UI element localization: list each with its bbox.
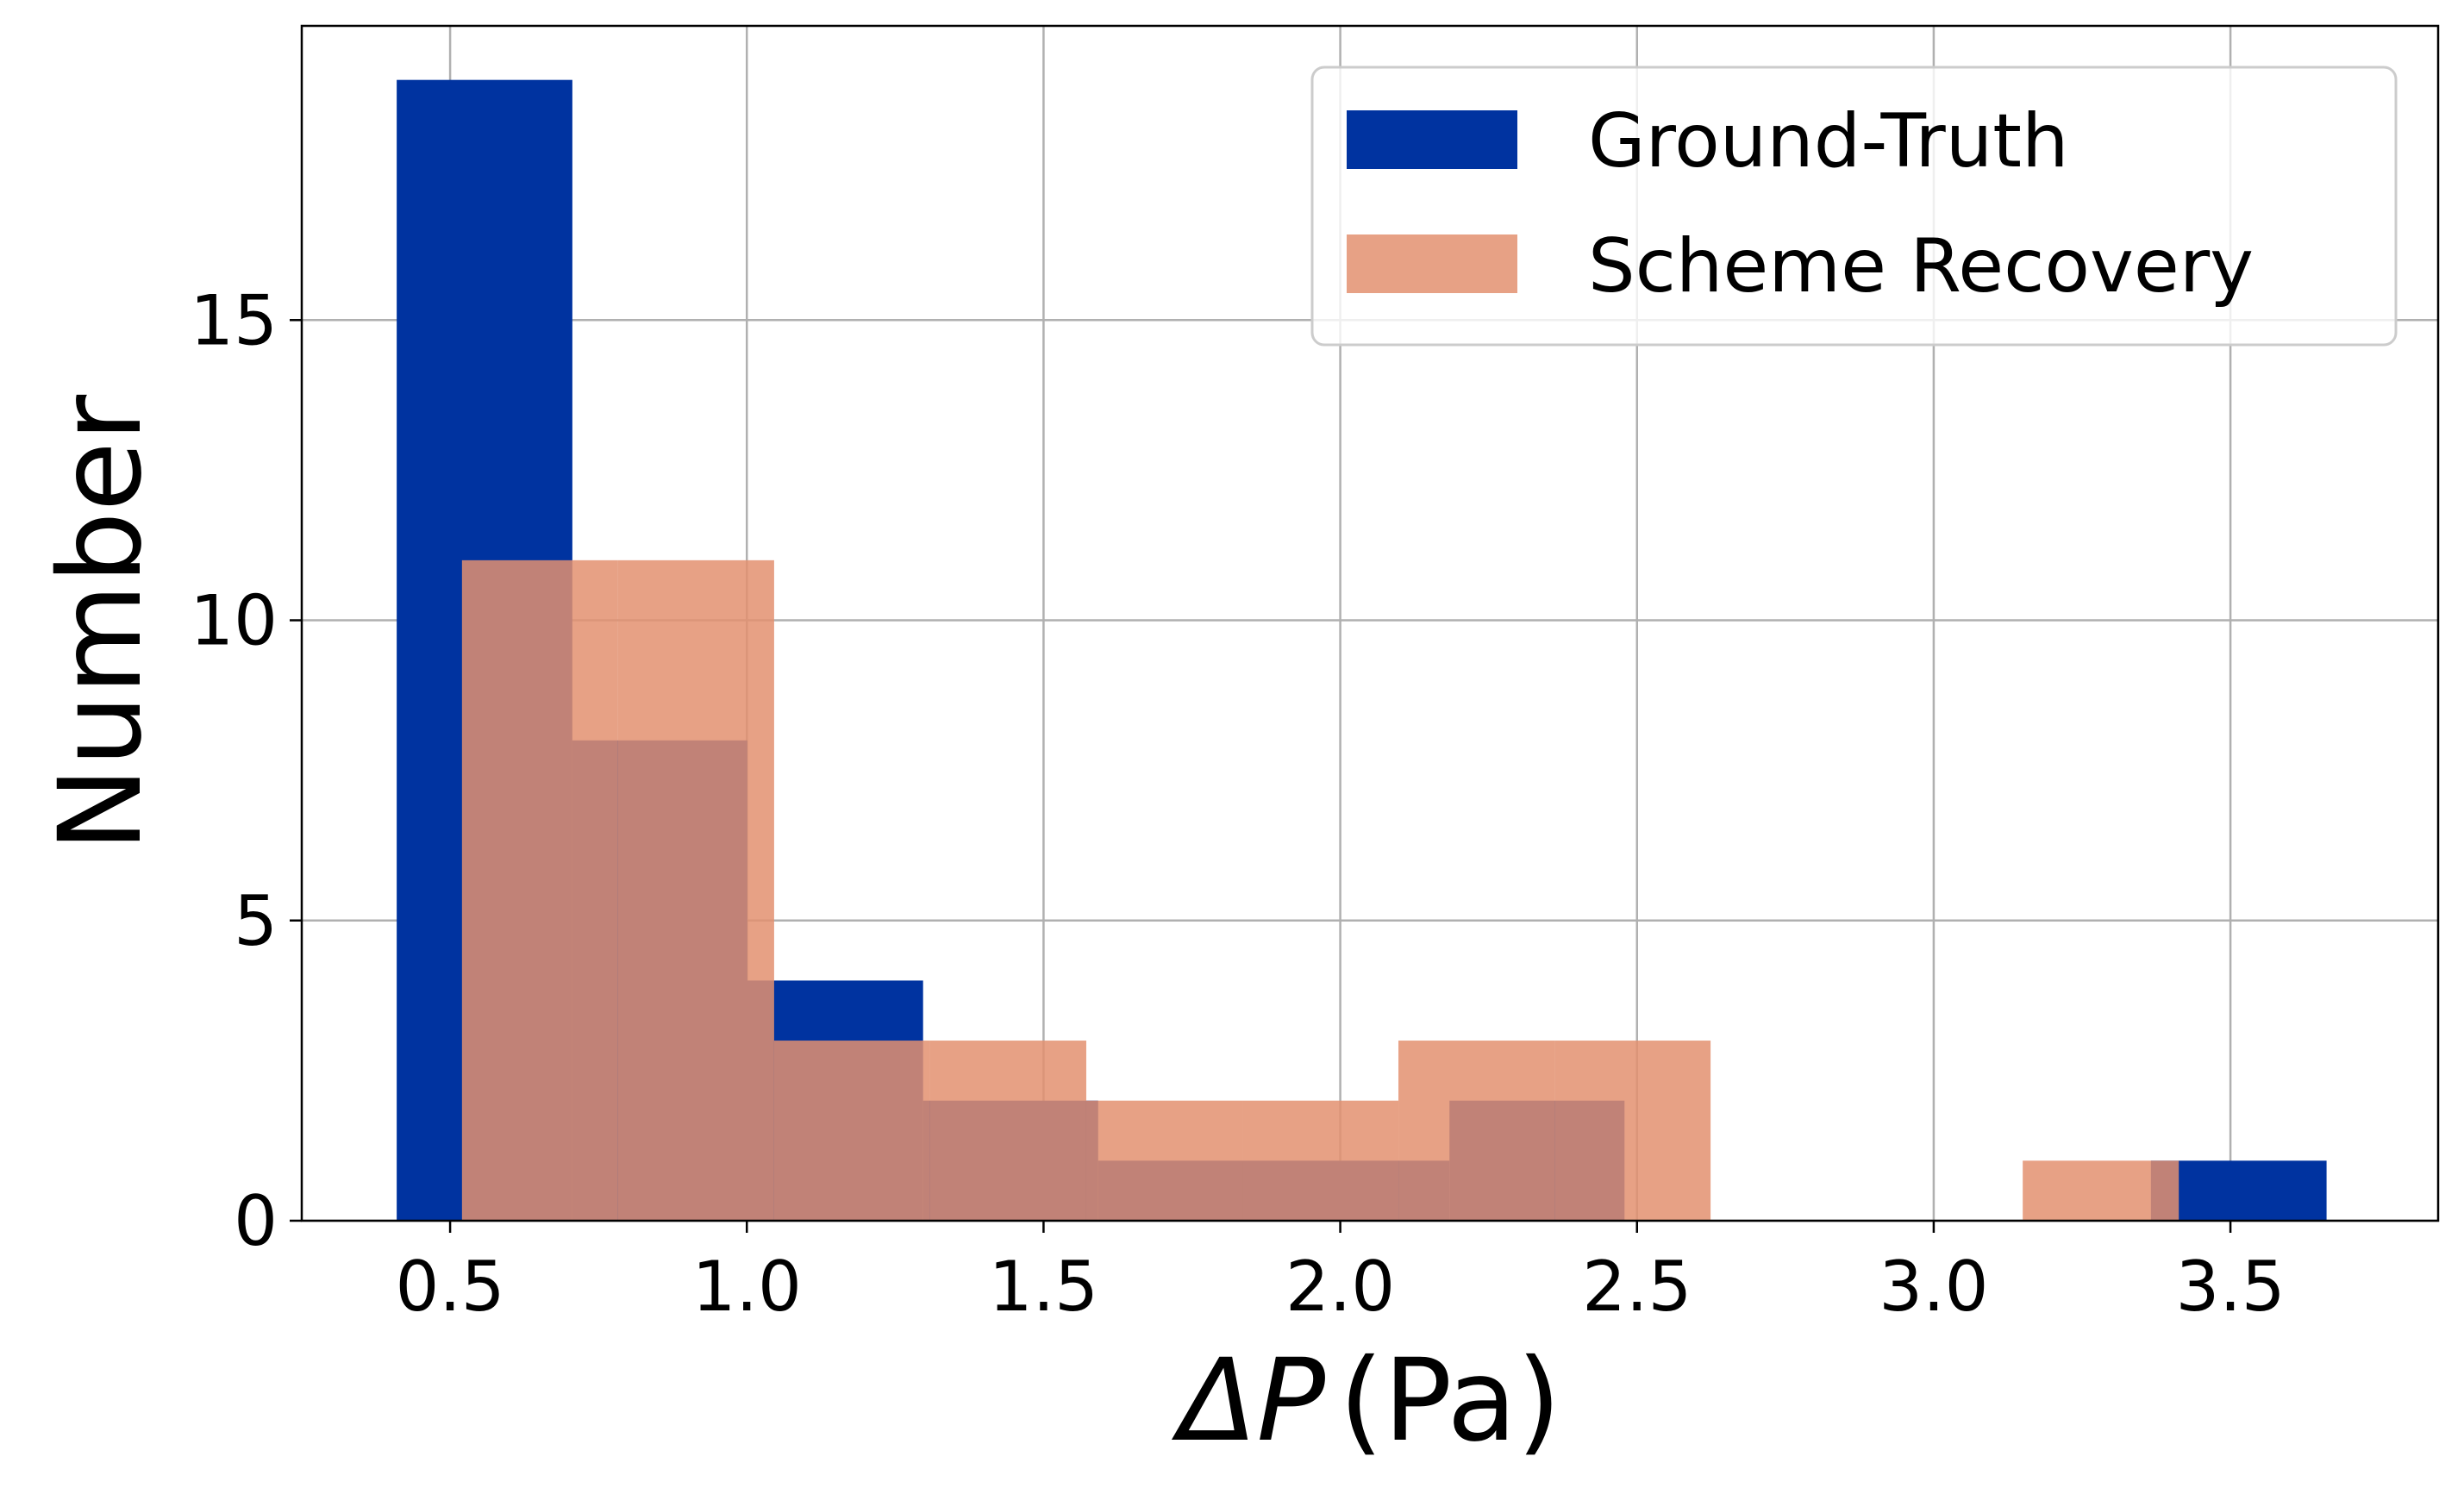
ground-truth-bar — [2150, 1160, 2327, 1221]
x-tick-label: 2.5 — [1582, 1247, 1692, 1327]
legend-swatch-ground-truth — [1347, 110, 1517, 169]
y-tick-label: 15 — [190, 280, 278, 360]
y-axis-title: Number — [34, 394, 167, 852]
legend-swatch-scheme-recovery — [1347, 234, 1517, 293]
y-tick-label: 5 — [234, 881, 278, 961]
x-axis-title-symbol: ΔP — [1171, 1335, 1325, 1467]
axis-ticks: 0.5 1.0 1.5 2.0 2.5 3.0 3.5 0 5 10 15 — [190, 280, 2285, 1327]
scheme-recovery-bar — [1085, 1100, 1243, 1221]
scheme-recovery-bar — [1242, 1100, 1399, 1221]
x-tick-label: 0.5 — [395, 1247, 504, 1327]
scheme-recovery-bar — [617, 559, 774, 1221]
legend-box — [1310, 66, 2398, 347]
scheme-recovery-bars — [461, 559, 2179, 1221]
x-tick-label: 2.0 — [1285, 1247, 1395, 1327]
scheme-recovery-bar — [461, 559, 618, 1221]
legend-label-ground-truth: Ground-Truth — [1588, 98, 2068, 184]
scheme-recovery-bar — [773, 1041, 930, 1221]
plot-frame — [300, 24, 2440, 1222]
scheme-recovery-bar — [1554, 1041, 1711, 1221]
x-axis-title: ΔP (Pa) — [1171, 1335, 1560, 1467]
scheme-recovery-bar — [929, 1041, 1086, 1221]
x-tick-label: 1.0 — [692, 1247, 802, 1327]
y-tick-label: 0 — [234, 1181, 278, 1261]
x-axis-title-unit: (Pa) — [1339, 1335, 1561, 1467]
x-tick-label: 3.0 — [1879, 1247, 1988, 1327]
legend-label-scheme-recovery: Scheme Recovery — [1588, 223, 2254, 309]
y-tick-label: 10 — [190, 581, 278, 661]
scheme-recovery-bar — [2023, 1160, 2179, 1221]
x-tick-label: 3.5 — [2175, 1247, 2285, 1327]
x-tick-label: 1.5 — [989, 1247, 1098, 1327]
legend: Ground-Truth Scheme Recovery — [1310, 66, 2398, 347]
scheme-recovery-bar — [1398, 1041, 1555, 1221]
